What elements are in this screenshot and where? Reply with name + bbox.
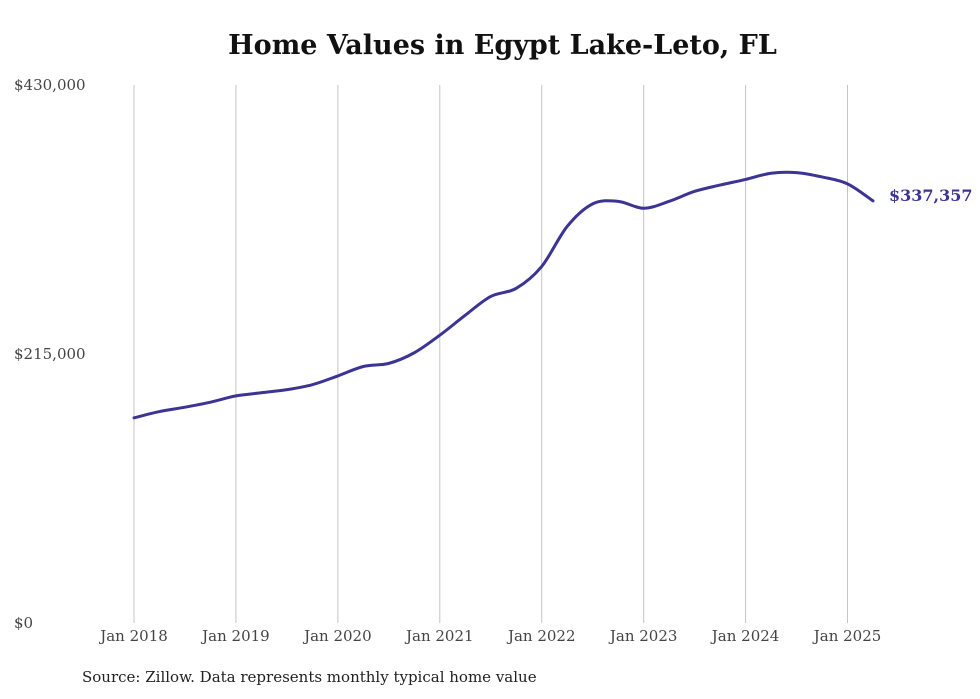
- x-tick-label: Jan 2024: [710, 627, 780, 645]
- series-group: [132, 170, 875, 420]
- data-point: [489, 295, 492, 298]
- series-line: [132, 170, 875, 420]
- y-tick-label: $0: [14, 614, 33, 632]
- data-point: [362, 365, 365, 368]
- data-point: [642, 207, 645, 210]
- x-tick-label: Jan 2018: [98, 627, 168, 645]
- y-tick-label: $215,000: [14, 345, 86, 363]
- chart-title: Home Values in Egypt Lake-Leto, FL: [228, 30, 777, 61]
- end-value-label: $337,357: [889, 186, 973, 205]
- data-point: [540, 265, 543, 268]
- data-point: [719, 184, 722, 187]
- data-point: [464, 314, 467, 317]
- x-tick-label: Jan 2019: [200, 627, 270, 645]
- x-tick-label: Jan 2025: [812, 627, 882, 645]
- data-point: [821, 175, 824, 178]
- data-point: [438, 334, 441, 337]
- source-note: Source: Zillow. Data represents monthly …: [82, 668, 537, 686]
- data-point: [693, 190, 696, 193]
- data-point: [234, 394, 237, 397]
- data-point: [668, 200, 671, 203]
- data-point: [133, 416, 136, 419]
- data-point: [336, 374, 339, 377]
- x-axis: Jan 2018 Jan 2019 Jan 2020 Jan 2021 Jan 2022…: [98, 627, 881, 645]
- data-point: [311, 383, 314, 386]
- data-point: [413, 351, 416, 354]
- data-point: [387, 362, 390, 365]
- data-point: [591, 202, 594, 205]
- data-point: [846, 182, 849, 185]
- x-tick-label: Jan 2022: [506, 627, 576, 645]
- data-point: [744, 178, 747, 181]
- data-point: [770, 172, 773, 175]
- data-point: [566, 225, 569, 228]
- grid-lines: [133, 85, 849, 623]
- data-point: [158, 410, 161, 413]
- x-tick-label: Jan 2020: [302, 627, 372, 645]
- x-tick-label: Jan 2023: [608, 627, 678, 645]
- data-point: [872, 199, 875, 202]
- data-point: [515, 287, 518, 290]
- data-point: [183, 406, 186, 409]
- y-tick-label: $430,000: [14, 76, 86, 94]
- data-point: [285, 388, 288, 391]
- data-point: [260, 391, 263, 394]
- x-tick-label: Jan 2021: [404, 627, 474, 645]
- data-point: [795, 171, 798, 174]
- y-axis: $0 $215,000 $430,000: [14, 76, 86, 632]
- data-point: [209, 401, 212, 404]
- data-point: [617, 200, 620, 203]
